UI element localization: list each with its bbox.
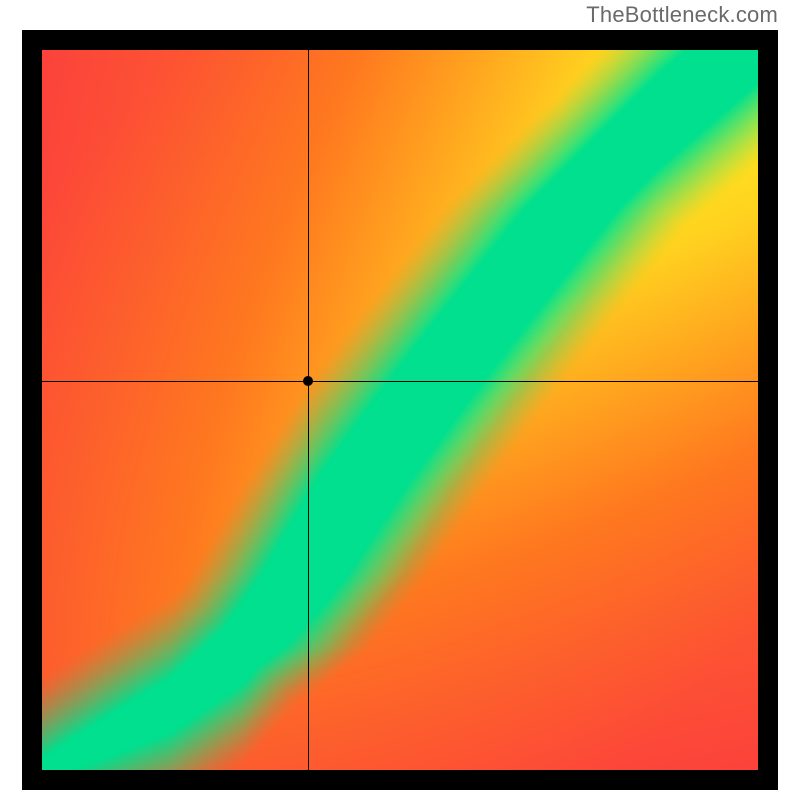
marker-point	[303, 376, 313, 386]
watermark: TheBottleneck.com	[586, 2, 778, 28]
crosshair-horizontal	[42, 381, 758, 382]
crosshair-vertical	[308, 50, 309, 770]
heatmap-canvas	[42, 50, 758, 770]
plot-area	[42, 50, 758, 770]
chart-frame	[22, 30, 778, 790]
